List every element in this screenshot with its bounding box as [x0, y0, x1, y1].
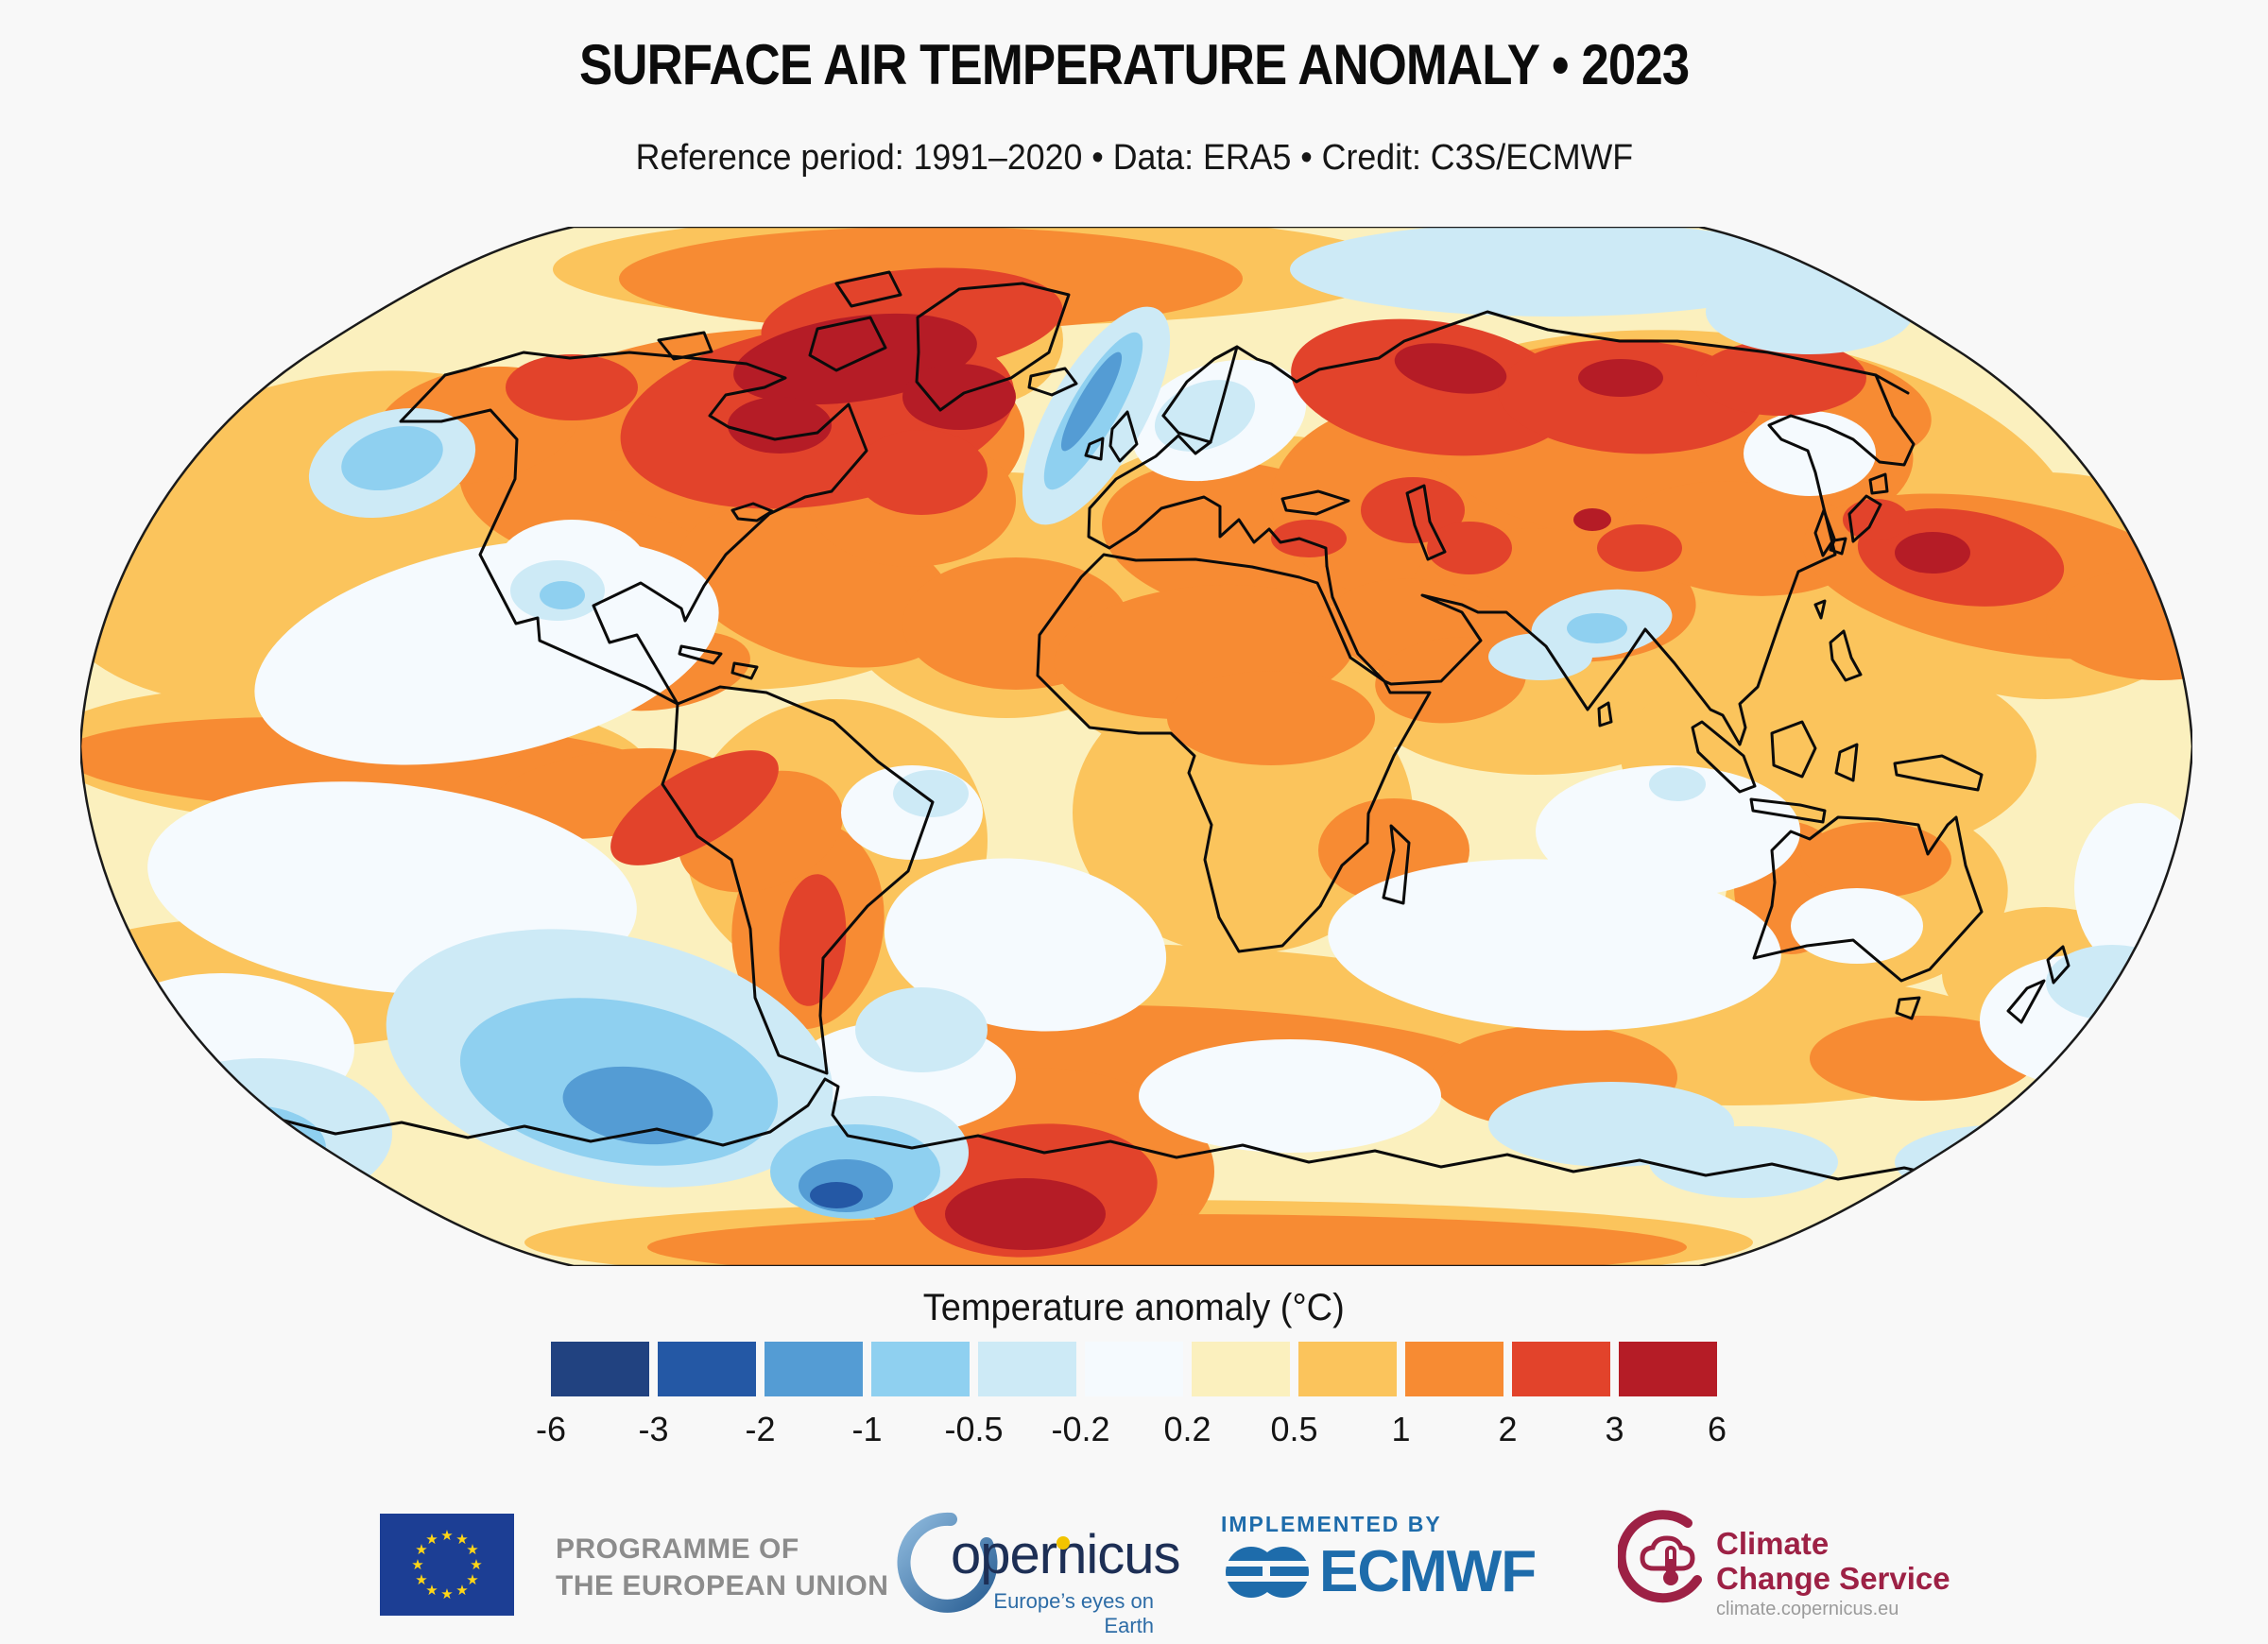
ecmwf-logo-icon — [1221, 1547, 1315, 1598]
legend-swatch — [765, 1342, 863, 1396]
legend-swatch — [1085, 1342, 1183, 1396]
legend-tick-label: -6 — [535, 1410, 567, 1448]
c3s-name: Climate Change Service — [1716, 1526, 1950, 1596]
c3s-name-line2: Change Service — [1716, 1561, 1950, 1596]
copernicus-crescent-icon — [897, 1512, 998, 1613]
legend-swatch — [871, 1342, 970, 1396]
legend-tick-label: 1 — [1391, 1410, 1411, 1448]
eu-flag-icon: ★ ★★ ★★★ ★★★ ★★★ — [380, 1514, 514, 1616]
legend-tick-label: -0.5 — [944, 1410, 1004, 1448]
c3s-logo-icon — [1618, 1510, 1702, 1603]
svg-text:★: ★ — [466, 1542, 478, 1558]
svg-text:★: ★ — [440, 1528, 453, 1544]
legend-swatch — [1512, 1342, 1610, 1396]
legend-swatches — [551, 1342, 1717, 1396]
page-title: SURFACE AIR TEMPERATURE ANOMALY • 2023 — [578, 33, 1690, 96]
c3s-url: climate.copernicus.eu — [1716, 1599, 1899, 1619]
legend-tick-label: -2 — [745, 1410, 776, 1448]
legend-ticks: -6 -3 -2 -1 -0.5 -0.2 0.2 0.5 1 2 3 6 — [536, 1410, 1727, 1451]
legend-swatch — [978, 1342, 1076, 1396]
eu-programme-line1: PROGRAMME OF — [556, 1533, 799, 1565]
legend-tick-label: 0.2 — [1163, 1410, 1211, 1448]
svg-text:★: ★ — [415, 1572, 427, 1588]
copernicus-tagline: Europe’s eyes on Earth — [993, 1589, 1154, 1637]
legend-swatch — [1619, 1342, 1717, 1396]
svg-text:★: ★ — [470, 1557, 482, 1573]
ecmwf-wordmark: ECMWF — [1319, 1539, 1537, 1604]
svg-text:★: ★ — [425, 1532, 438, 1548]
legend-swatch — [1405, 1342, 1503, 1396]
svg-text:★: ★ — [425, 1583, 438, 1599]
legend-tick-label: -1 — [851, 1410, 883, 1448]
legend-tick-label: 2 — [1498, 1410, 1518, 1448]
svg-text:★: ★ — [466, 1572, 478, 1588]
legend-tick-label: -0.2 — [1051, 1410, 1110, 1448]
legend-tick-label: 6 — [1707, 1410, 1727, 1448]
anomaly-3-6 — [728, 313, 1970, 1250]
svg-text:★: ★ — [455, 1532, 468, 1548]
legend-swatch — [551, 1342, 649, 1396]
ecmwf-implemented-by-label: IMPLEMENTED BY — [1221, 1512, 1442, 1536]
anomaly-field — [80, 227, 2192, 1266]
legend-tick-label: 3 — [1605, 1410, 1624, 1448]
c3s-name-line1: Climate — [1716, 1526, 1830, 1561]
legend-tick-label: 0.5 — [1270, 1410, 1318, 1448]
legend-tick-label: -3 — [638, 1410, 669, 1448]
copernicus-satellite-dot-icon — [1057, 1536, 1070, 1550]
svg-text:★: ★ — [415, 1542, 427, 1558]
eu-programme-label: PROGRAMME OF THE EUROPEAN UNION — [556, 1531, 888, 1604]
map-coastlines — [145, 270, 2128, 1185]
legend-title: Temperature anomaly (°C) — [922, 1287, 1346, 1328]
svg-text:★: ★ — [411, 1557, 423, 1573]
map-container — [78, 225, 2194, 1268]
legend-swatch — [1192, 1342, 1290, 1396]
svg-text:★: ★ — [455, 1583, 468, 1599]
page-subtitle: Reference period: 1991–2020 • Data: ERA5… — [635, 138, 1633, 178]
copernicus-wordmark: opernicus — [951, 1524, 1180, 1585]
svg-text:★: ★ — [440, 1586, 453, 1602]
legend-swatch — [1298, 1342, 1397, 1396]
eu-programme-line2: THE EUROPEAN UNION — [556, 1570, 889, 1601]
world-map — [78, 225, 2194, 1268]
legend-swatch — [658, 1342, 756, 1396]
